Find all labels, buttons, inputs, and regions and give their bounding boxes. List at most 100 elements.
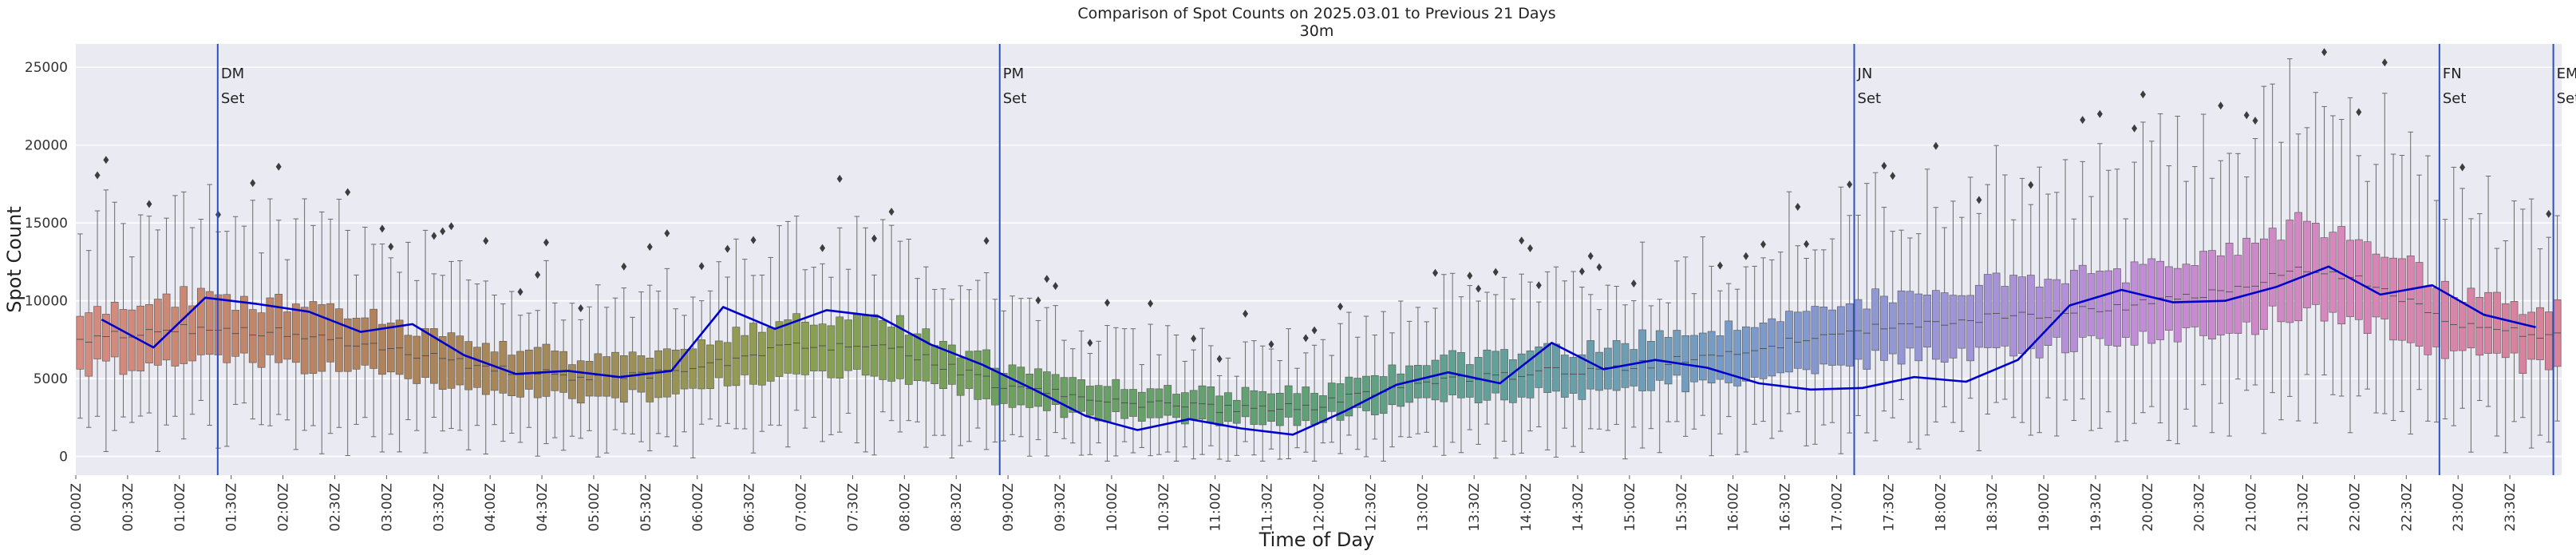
x-tick-label: 03:30Z <box>431 483 447 532</box>
box <box>2449 166 2458 426</box>
box <box>2001 174 2009 400</box>
box <box>922 266 930 448</box>
event-label: EM <box>2557 65 2576 82</box>
event-label: JN <box>1857 65 1873 82</box>
box <box>1888 172 1897 418</box>
outlier <box>1148 299 1154 308</box>
box <box>1155 354 1164 455</box>
box <box>248 179 257 420</box>
outlier <box>1467 272 1473 280</box>
box <box>145 200 153 414</box>
outlier <box>1743 252 1749 260</box>
box <box>792 216 800 411</box>
box <box>965 289 974 442</box>
box <box>1931 141 1940 422</box>
y-tick-label: 15000 <box>25 216 68 232</box>
box <box>1845 180 1854 434</box>
box <box>2467 218 2475 453</box>
box <box>689 296 697 458</box>
box <box>447 222 456 429</box>
box <box>896 240 904 433</box>
outlier <box>1976 196 1982 204</box>
box <box>438 227 447 432</box>
box <box>2147 141 2156 407</box>
x-tick-label: 11:00Z <box>1208 483 1224 532</box>
outlier <box>1933 141 1939 150</box>
box <box>1569 271 1578 447</box>
outlier <box>1492 268 1499 276</box>
box <box>542 238 551 445</box>
box <box>1008 295 1017 435</box>
box <box>1215 355 1223 460</box>
box <box>1975 196 1983 451</box>
box <box>663 229 671 438</box>
box <box>568 303 576 437</box>
box <box>1094 340 1103 444</box>
outlier <box>888 208 895 216</box>
box <box>1535 281 1543 428</box>
box <box>2372 164 2380 414</box>
box <box>1327 355 1336 443</box>
box <box>628 316 637 434</box>
box <box>300 198 309 431</box>
outlier <box>2321 48 2328 57</box>
box <box>2277 141 2286 421</box>
outlier <box>1044 275 1050 283</box>
box <box>836 174 844 433</box>
x-tick-label: 01:30Z <box>224 483 240 532</box>
x-tick-label: 21:00Z <box>2244 483 2260 532</box>
outlier <box>388 242 394 251</box>
box <box>395 272 404 453</box>
box <box>2406 131 2415 435</box>
box <box>1837 186 1845 454</box>
box <box>2165 165 2173 442</box>
outlier <box>345 188 351 196</box>
event-markers: DM Set PM Set JN Set FN Set EM Set <box>216 44 2576 475</box>
box <box>844 268 852 414</box>
outlier <box>2218 101 2224 110</box>
box <box>421 229 429 454</box>
box <box>266 198 275 426</box>
box <box>283 259 291 421</box>
event-label-sub: Set <box>2557 90 2576 107</box>
box <box>1483 291 1491 425</box>
box <box>1914 233 1923 450</box>
outlier <box>1268 340 1274 349</box>
box <box>2320 48 2329 375</box>
x-tick-label: 18:30Z <box>1985 483 2001 532</box>
box <box>947 299 956 459</box>
box <box>2053 192 2061 437</box>
outlier <box>2252 117 2258 125</box>
outlier <box>448 222 454 231</box>
box <box>1655 299 1664 454</box>
box <box>335 198 343 428</box>
box <box>2035 166 2044 434</box>
event-label: PM <box>1003 65 1024 82</box>
x-tick-label: 05:00Z <box>587 483 603 532</box>
box <box>1284 328 1293 459</box>
box <box>430 232 438 418</box>
x-tick-label: 02:30Z <box>327 483 343 532</box>
box <box>1871 172 1879 442</box>
box <box>1863 183 1871 434</box>
box <box>1465 272 1474 430</box>
box <box>2303 127 2311 375</box>
plot-area <box>76 44 2562 475</box>
box <box>1181 360 1189 448</box>
outlier <box>1717 261 1723 270</box>
box <box>1353 336 1362 450</box>
chart-subtitle: 30m <box>1300 22 1334 40</box>
box <box>2026 180 2035 436</box>
box <box>1034 296 1042 441</box>
box <box>1345 311 1353 436</box>
x-tick-label: 16:00Z <box>1726 483 1742 532</box>
box <box>1793 203 1802 413</box>
x-tick-label: 06:30Z <box>742 483 758 532</box>
x-tick-label: 23:00Z <box>2451 483 2467 532</box>
box <box>481 236 490 455</box>
box <box>171 195 180 417</box>
box <box>1776 252 1784 432</box>
box <box>2191 166 2199 427</box>
box <box>1690 293 1698 430</box>
box <box>1172 335 1180 462</box>
